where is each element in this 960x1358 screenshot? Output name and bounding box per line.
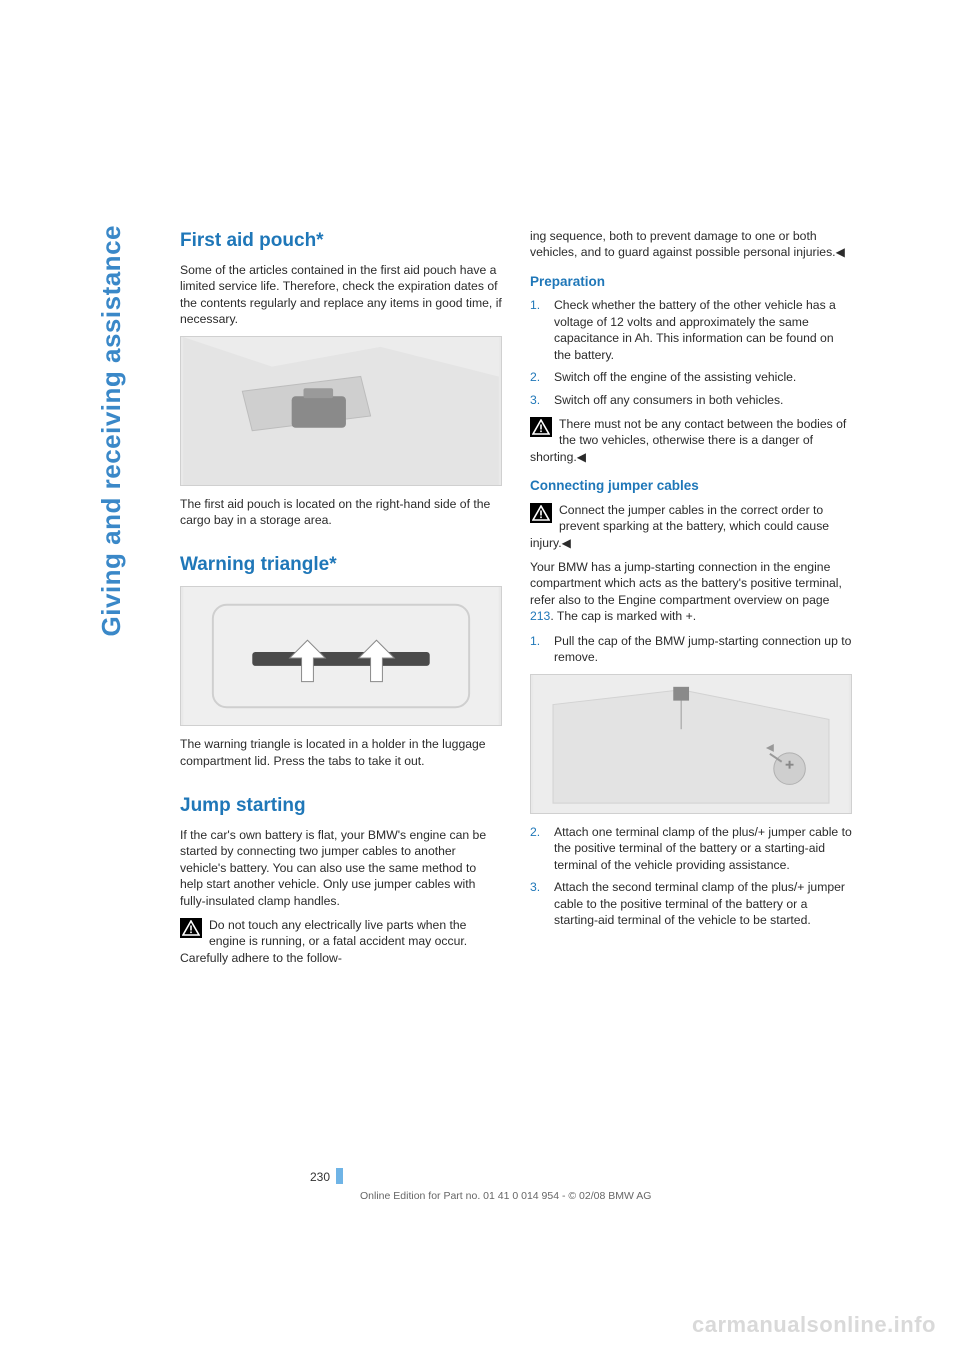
illustration-placeholder xyxy=(181,337,501,485)
figure-jump-start-connection xyxy=(530,674,852,814)
page-number: 230 xyxy=(310,1170,330,1184)
figure-warning-triangle xyxy=(180,586,502,726)
step-text: Attach one terminal clamp of the plus/+ … xyxy=(554,824,852,873)
page-reference-link[interactable]: 213 xyxy=(530,609,550,623)
step-text: Pull the cap of the BMW jump-starting co… xyxy=(554,633,852,666)
step-number: 2. xyxy=(530,824,544,873)
list-item: 3.Attach the second terminal clamp of th… xyxy=(530,879,852,928)
body-text: ing sequence, both to prevent damage to … xyxy=(530,228,852,261)
heading-preparation: Preparation xyxy=(530,273,852,291)
list-item: 3. Switch off any consumers in both vehic… xyxy=(530,392,852,408)
step-text: Check whether the battery of the other v… xyxy=(554,297,852,363)
step-number: 1. xyxy=(530,297,544,363)
warning-note: There must not be any contact between th… xyxy=(530,416,852,465)
body-text: The first aid pouch is located on the ri… xyxy=(180,496,502,529)
end-mark-icon: ◀ xyxy=(562,536,571,550)
left-column: First aid pouch* Some of the articles co… xyxy=(180,228,502,974)
body-text-span: Your BMW has a jump-starting connection … xyxy=(530,560,842,607)
warning-text: Connect the jumper cables in the correct… xyxy=(530,503,829,550)
list-item: 1. Pull the cap of the BMW jump-starting … xyxy=(530,633,852,666)
warning-note: Connect the jumper cables in the correct… xyxy=(530,502,852,551)
heading-connecting-cables: Connecting jumper cables xyxy=(530,477,852,495)
body-text: Some of the articles contained in the fi… xyxy=(180,262,502,328)
section-running-head: Giving and receiving assistance xyxy=(96,225,127,636)
connecting-steps: 1. Pull the cap of the BMW jump-starting … xyxy=(530,633,852,666)
watermark: carmanualsonline.info xyxy=(692,1312,936,1338)
end-mark-icon: ◀ xyxy=(836,245,845,259)
end-mark-icon: ◀ xyxy=(577,450,586,464)
step-text: Switch off any consumers in both vehicle… xyxy=(554,392,852,408)
illustration-placeholder xyxy=(181,587,501,725)
body-text: Your BMW has a jump-starting connection … xyxy=(530,559,852,625)
step-text: Attach the second terminal clamp of the … xyxy=(554,879,852,928)
body-text: If the car's own battery is flat, your B… xyxy=(180,827,502,909)
illustration-placeholder xyxy=(531,675,851,813)
warning-icon xyxy=(530,503,552,523)
right-column: ing sequence, both to prevent damage to … xyxy=(530,228,852,974)
list-item: 2.Attach one terminal clamp of the plus/… xyxy=(530,824,852,873)
heading-jump-starting: Jump starting xyxy=(180,793,502,819)
page-number-wrap: 230 xyxy=(310,1168,852,1184)
warning-icon xyxy=(180,918,202,938)
connecting-steps-cont: 2.Attach one terminal clamp of the plus/… xyxy=(530,824,852,929)
warning-note: Do not touch any electrically live parts… xyxy=(180,917,502,966)
warning-text: Do not touch any electrically live parts… xyxy=(180,918,467,965)
manual-page: Giving and receiving assistance First ai… xyxy=(0,0,960,1358)
body-text: The warning triangle is located in a hol… xyxy=(180,736,502,769)
page-footer: 230 Online Edition for Part no. 01 41 0 … xyxy=(180,1168,852,1202)
list-item: 2. Switch off the engine of the assisting… xyxy=(530,369,852,385)
step-number: 3. xyxy=(530,392,544,408)
body-text-span: . The cap is marked with +. xyxy=(550,609,696,623)
step-number: 3. xyxy=(530,879,544,928)
step-number: 2. xyxy=(530,369,544,385)
heading-warning-triangle: Warning triangle* xyxy=(180,552,502,578)
figure-first-aid-pouch xyxy=(180,336,502,486)
heading-first-aid: First aid pouch* xyxy=(180,228,502,254)
preparation-steps: 1.Check whether the battery of the other… xyxy=(530,297,852,408)
content-columns: First aid pouch* Some of the articles co… xyxy=(180,228,852,974)
step-text: Switch off the engine of the assisting v… xyxy=(554,369,852,385)
page-marker-icon xyxy=(336,1168,343,1184)
warning-icon xyxy=(530,417,552,437)
edition-info: Online Edition for Part no. 01 41 0 014 … xyxy=(360,1190,852,1202)
continuation-text: ing sequence, both to prevent damage to … xyxy=(530,229,836,259)
list-item: 1.Check whether the battery of the other… xyxy=(530,297,852,363)
step-number: 1. xyxy=(530,633,544,666)
